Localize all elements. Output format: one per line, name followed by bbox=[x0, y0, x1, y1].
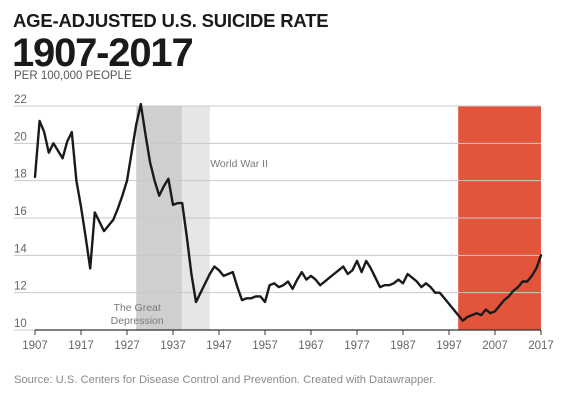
x-tick-label: 1967 bbox=[298, 340, 324, 352]
x-tick-label: 2017 bbox=[528, 340, 554, 352]
y-tick-label: 12 bbox=[14, 281, 27, 293]
chart-title: AGE-ADJUSTED U.S. SUICIDE RATE bbox=[13, 10, 329, 31]
y-tick-label: 22 bbox=[14, 94, 27, 106]
chart-years-heading: 1907-2017 bbox=[12, 31, 194, 75]
x-tick-label: 1907 bbox=[22, 340, 48, 352]
x-tick-label: 1927 bbox=[114, 340, 140, 352]
x-tick-label: 1917 bbox=[68, 340, 94, 352]
chart-subtitle: PER 100,000 PEOPLE bbox=[14, 70, 132, 82]
y-tick-label: 20 bbox=[14, 131, 27, 143]
x-tick-label: 1957 bbox=[252, 340, 278, 352]
x-axis-ticks: 1907 1917 1927 1937 1947 1957 1967 1977 1987 1997… bbox=[22, 330, 554, 352]
series-line-suicide-rate bbox=[33, 102, 543, 322]
x-tick-label: 1997 bbox=[436, 340, 462, 352]
gridlines bbox=[14, 105, 541, 331]
y-axis-ticks: 10 12 14 16 18 20 22 bbox=[14, 94, 27, 330]
source-note: Source: U.S. Centers for Disease Control… bbox=[14, 374, 436, 386]
y-tick-label: 16 bbox=[14, 206, 27, 218]
x-tick-label: 1947 bbox=[206, 340, 232, 352]
great-depression-label-line: Depression bbox=[111, 315, 164, 327]
x-tick-label: 1937 bbox=[160, 340, 186, 352]
y-tick-label: 10 bbox=[14, 318, 27, 330]
great-depression-label-line: The Great bbox=[114, 302, 161, 314]
y-tick-label: 14 bbox=[14, 243, 27, 255]
y-tick-label: 18 bbox=[14, 169, 27, 181]
x-tick-label: 1987 bbox=[390, 340, 416, 352]
x-tick-label: 2007 bbox=[482, 340, 508, 352]
x-tick-label: 1977 bbox=[344, 340, 370, 352]
series-line-layer bbox=[33, 102, 543, 322]
world-war-ii-label: World War II bbox=[210, 158, 268, 170]
